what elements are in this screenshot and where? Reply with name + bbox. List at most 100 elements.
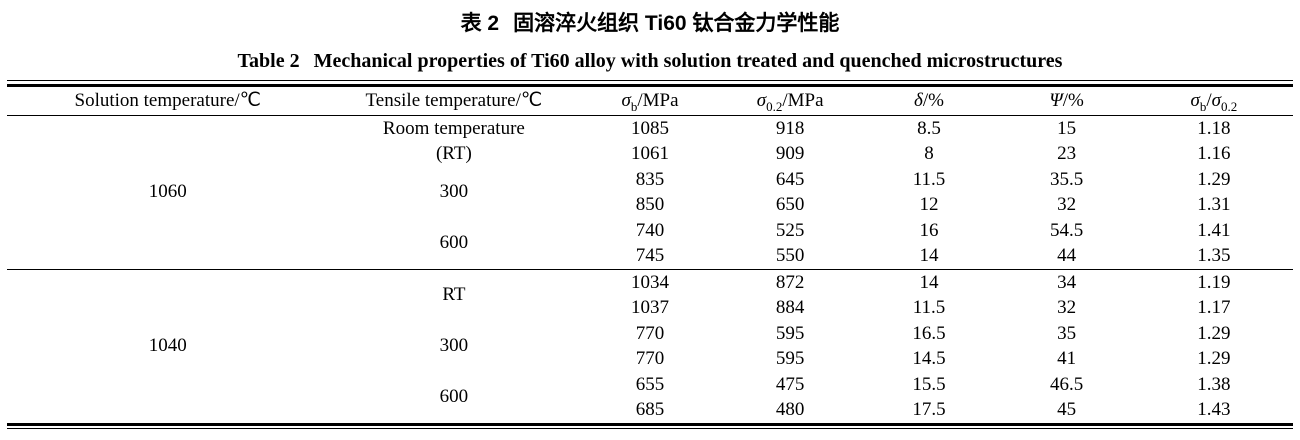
column-header-psi: Ψ/% bbox=[998, 85, 1135, 116]
table-row: 850 650 12 32 1.31 bbox=[7, 192, 1293, 218]
table-header: Solution temperature/℃ Tensile temperatur… bbox=[7, 85, 1293, 116]
column-header-tensile-temperature: Tensile temperature/℃ bbox=[328, 85, 580, 116]
value-cell-sigma-0-2: 650 bbox=[775, 194, 805, 215]
value-cell-delta: 8 bbox=[924, 143, 934, 164]
table-row: 600 740 525 16 54.5 1.41 bbox=[7, 218, 1293, 254]
value-cell-sigma-b: 740 bbox=[635, 219, 665, 241]
value-cell-sigma-ratio: 1.17 bbox=[1197, 297, 1231, 318]
data-table-wrap: Solution temperature/℃ Tensile temperatur… bbox=[7, 80, 1293, 429]
table-title-english: Table 2 Mechanical properties of Ti60 all… bbox=[0, 49, 1300, 73]
tensile-temperature-cell: 600 bbox=[329, 218, 580, 270]
table-row: 1060 Room temperature (RT) 1085 918 8.5 15 1.18 bbox=[7, 115, 1293, 203]
value-cell-psi: 44 bbox=[1057, 245, 1077, 266]
value-cell-psi: 35.5 bbox=[1050, 168, 1084, 190]
column-header-sigma-b: σb/MPa bbox=[579, 85, 721, 116]
value-cell-sigma-0-2: 475 bbox=[775, 373, 805, 395]
table-row: 1061 909 8 23 1.16 bbox=[7, 141, 1293, 167]
column-header-delta: δ/% bbox=[859, 85, 999, 116]
value-cell-sigma-0-2: 884 bbox=[775, 297, 805, 318]
value-cell-psi: 32 bbox=[1057, 297, 1077, 318]
value-cell-psi: 45 bbox=[1057, 399, 1077, 420]
value-cell-sigma-ratio: 1.29 bbox=[1197, 168, 1231, 190]
mechanical-properties-table: Solution temperature/℃ Tensile temperatur… bbox=[7, 83, 1293, 426]
value-cell-sigma-ratio: 1.16 bbox=[1197, 143, 1231, 164]
value-cell-sigma-0-2: 645 bbox=[775, 168, 805, 190]
value-cell-sigma-ratio: 1.43 bbox=[1197, 399, 1231, 420]
value-cell-psi: 32 bbox=[1057, 194, 1077, 215]
value-cell-delta: 11.5 bbox=[912, 168, 946, 190]
solution-temperature-cell: 1060 bbox=[148, 181, 187, 203]
value-cell-psi: 35 bbox=[1057, 322, 1077, 344]
value-cell-psi: 23 bbox=[1057, 143, 1077, 164]
table-row: 1037 884 11.5 32 1.17 bbox=[7, 295, 1293, 321]
tensile-temperature-line: 600 bbox=[439, 386, 469, 408]
table-number-cn: 表 2 bbox=[460, 12, 500, 35]
table-row: 300 835 645 11.5 35.5 1.29 bbox=[7, 167, 1293, 203]
value-cell-sigma-b: 1037 bbox=[630, 297, 669, 318]
value-cell-sigma-b: 745 bbox=[635, 245, 665, 266]
value-cell-sigma-b: 770 bbox=[635, 322, 665, 344]
column-header-sigma-ratio: σb/σ0.2 bbox=[1134, 85, 1293, 116]
value-cell-delta: 12 bbox=[919, 194, 939, 215]
tensile-temperature-line: (RT) bbox=[435, 143, 472, 164]
value-cell-sigma-0-2: 550 bbox=[775, 245, 805, 266]
value-cell-delta: 14 bbox=[919, 245, 939, 266]
tensile-temperature-line: Room temperature bbox=[382, 117, 525, 139]
value-cell-delta: 16.5 bbox=[912, 322, 946, 344]
value-cell-psi: 46.5 bbox=[1050, 373, 1084, 395]
value-cell-sigma-b: 685 bbox=[635, 399, 665, 420]
value-cell-sigma-0-2: 872 bbox=[720, 268, 860, 295]
value-cell-sigma-0-2: 480 bbox=[775, 399, 805, 420]
value-cell-sigma-0-2: 595 bbox=[775, 322, 805, 344]
value-cell-delta: 17.5 bbox=[912, 399, 946, 420]
tensile-temperature-cell: 300 bbox=[329, 167, 580, 218]
table-header-row: Solution temperature/℃ Tensile temperatur… bbox=[7, 85, 1293, 116]
value-cell-sigma-b: 1061 bbox=[630, 143, 669, 164]
table-caption-en: Mechanical properties of Ti60 alloy with… bbox=[313, 50, 1063, 72]
table-body: 1060 Room temperature (RT) 1085 918 8.5 15 1.18… bbox=[7, 115, 1293, 424]
value-cell-psi: 15 bbox=[1057, 117, 1077, 139]
value-cell-psi: 54.5 bbox=[1050, 219, 1084, 241]
value-cell-sigma-b: 1085 bbox=[630, 117, 669, 139]
value-cell-sigma-b: 770 bbox=[635, 348, 665, 369]
value-cell-sigma-ratio: 1.35 bbox=[1197, 245, 1231, 266]
value-cell-sigma-b: 655 bbox=[635, 373, 665, 395]
tensile-temperature-line: 600 bbox=[439, 232, 469, 254]
tensile-temperature-cell: Room temperature (RT) bbox=[329, 115, 580, 167]
table-row: 300 770 595 16.5 35 1.29 bbox=[7, 321, 1293, 357]
tensile-temperature-line: 300 bbox=[439, 335, 469, 357]
table-row: 1040 RT 1034 872 14 34 1.19 bbox=[7, 268, 1293, 424]
column-header-solution-temperature: Solution temperature/℃ bbox=[7, 85, 329, 116]
value-cell-sigma-0-2: 525 bbox=[775, 219, 805, 241]
value-cell-delta: 14 bbox=[859, 268, 999, 295]
table-row: 600 655 475 15.5 46.5 1.38 bbox=[7, 372, 1293, 408]
value-cell-sigma-ratio: 1.38 bbox=[1197, 373, 1231, 395]
value-cell-sigma-ratio: 1.19 bbox=[1134, 268, 1293, 295]
value-cell-delta: 11.5 bbox=[912, 297, 946, 318]
value-cell-sigma-ratio: 1.29 bbox=[1197, 322, 1231, 344]
value-cell-sigma-ratio: 1.41 bbox=[1197, 219, 1231, 241]
table-number-en: Table 2 bbox=[237, 50, 300, 72]
value-cell-sigma-b: 835 bbox=[635, 168, 665, 190]
tensile-temperature-cell: 600 bbox=[329, 372, 580, 425]
table-titles: 表 2 固溶淬火组织 Ti60 钛合金力学性能 Table 2 Mechanical… bbox=[0, 12, 1300, 73]
value-cell-sigma-ratio: 1.29 bbox=[1197, 348, 1231, 369]
value-cell-delta: 15.5 bbox=[912, 373, 946, 395]
tensile-temperature-cell: 300 bbox=[329, 321, 580, 372]
value-cell-sigma-b: 1034 bbox=[579, 268, 721, 295]
value-cell-sigma-0-2: 918 bbox=[775, 117, 805, 139]
table-caption-cn: 固溶淬火组织 Ti60 钛合金力学性能 bbox=[513, 12, 840, 35]
value-cell-delta: 8.5 bbox=[917, 117, 941, 139]
tensile-temperature-line: 300 bbox=[439, 181, 469, 203]
value-cell-sigma-b: 850 bbox=[635, 194, 665, 215]
value-cell-delta: 14.5 bbox=[912, 348, 946, 369]
value-cell-psi: 34 bbox=[998, 268, 1135, 295]
tensile-temperature-line: RT bbox=[442, 284, 466, 306]
solution-temperature-cell: 1040 bbox=[7, 268, 329, 424]
value-cell-sigma-0-2: 909 bbox=[775, 143, 805, 164]
column-header-sigma-0-2: σ0.2/MPa bbox=[720, 85, 860, 116]
table-row: 685 480 17.5 45 1.43 bbox=[7, 397, 1293, 424]
value-cell-sigma-ratio: 1.31 bbox=[1197, 194, 1231, 215]
value-cell-sigma-ratio: 1.18 bbox=[1197, 117, 1231, 139]
table-title-chinese: 表 2 固溶淬火组织 Ti60 钛合金力学性能 bbox=[0, 12, 1300, 36]
